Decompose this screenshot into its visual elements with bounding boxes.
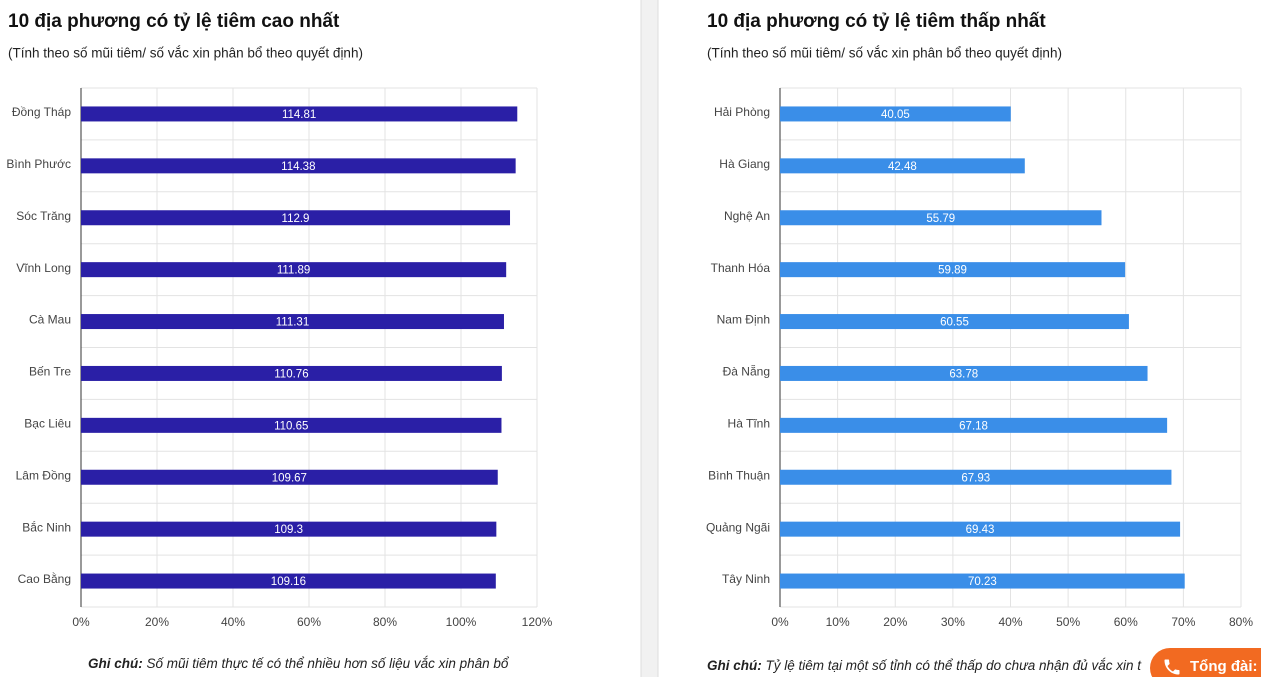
- bar: [81, 521, 497, 537]
- chart-title: 10 địa phương có tỷ lệ tiêm cao nhất: [8, 11, 340, 32]
- x-tick-label: 100%: [446, 615, 477, 629]
- bar: [780, 158, 1025, 174]
- value-label: 111.31: [276, 317, 309, 329]
- y-tick-label: Hà Tĩnh: [728, 417, 770, 431]
- y-tick-label: Nam Định: [717, 313, 770, 327]
- bar: [81, 158, 516, 174]
- x-tick-label: 0%: [771, 615, 789, 629]
- value-label: 69.43: [966, 524, 995, 536]
- y-tick-label: Nghệ An: [724, 209, 770, 223]
- bar: [780, 417, 1168, 433]
- value-label: 111.89: [277, 265, 310, 277]
- y-tick-label: Bến Tre: [29, 365, 71, 379]
- value-label: 109.67: [272, 472, 307, 484]
- x-tick-label: 20%: [145, 615, 169, 629]
- value-label: 60.55: [940, 317, 969, 329]
- bar: [780, 521, 1181, 537]
- value-label: 59.89: [938, 265, 967, 277]
- chart-title: 10 địa phương có tỷ lệ tiêm thấp nhất: [707, 11, 1046, 32]
- y-tick-label: Bình Phước: [6, 157, 71, 171]
- y-tick-label: Cà Mau: [29, 313, 71, 327]
- x-tick-label: 0%: [72, 615, 90, 629]
- value-label: 110.65: [274, 420, 308, 432]
- bar: [81, 417, 502, 433]
- bar: [81, 469, 498, 485]
- value-label: 114.38: [281, 161, 315, 173]
- bar: [780, 469, 1172, 485]
- bar: [780, 106, 1011, 122]
- chart-subtitle: (Tính theo số mũi tiêm/ số vắc xin phân …: [707, 46, 1062, 61]
- value-label: 114.81: [282, 109, 316, 121]
- x-tick-label: 60%: [1114, 615, 1138, 629]
- x-tick-label: 80%: [373, 615, 397, 629]
- value-label: 63.78: [949, 368, 978, 380]
- y-tick-label: Bình Thuận: [708, 468, 770, 482]
- value-label: 67.18: [959, 420, 988, 432]
- x-tick-label: 30%: [941, 615, 965, 629]
- bar: [81, 314, 504, 330]
- bar: [81, 106, 518, 122]
- y-tick-label: Hải Phòng: [714, 105, 770, 119]
- x-tick-label: 50%: [1056, 615, 1080, 629]
- y-tick-label: Sóc Trăng: [16, 209, 71, 223]
- phone-icon: [1164, 659, 1180, 675]
- note-label: Ghi chú:: [707, 658, 762, 673]
- value-label: 55.79: [926, 213, 955, 225]
- panel-divider: [641, 0, 658, 677]
- y-tick-label: Bạc Liêu: [24, 417, 71, 431]
- y-tick-label: Cao Bằng: [18, 571, 71, 586]
- value-label: 40.05: [881, 109, 910, 121]
- hotline-button[interactable]: Tổng đài: 1: [1150, 648, 1261, 677]
- value-label: 70.23: [968, 576, 997, 588]
- bar: [780, 210, 1102, 226]
- chart-subtitle: (Tính theo số mũi tiêm/ số vắc xin phân …: [8, 46, 363, 61]
- bar: [81, 210, 511, 226]
- y-tick-label: Hà Giang: [719, 157, 770, 171]
- x-tick-label: 80%: [1229, 615, 1253, 629]
- value-label: 112.9: [282, 213, 310, 225]
- x-tick-label: 10%: [826, 615, 850, 629]
- y-tick-label: Đà Nẵng: [723, 364, 770, 379]
- note: Ghi chú: Tỷ lệ tiêm tại một số tỉnh có t…: [707, 658, 1142, 673]
- x-tick-label: 40%: [998, 615, 1022, 629]
- y-tick-label: Vĩnh Long: [16, 261, 71, 275]
- x-tick-label: 20%: [883, 615, 907, 629]
- value-label: 67.93: [961, 472, 990, 484]
- hotline-text: Tổng đài: 1: [1190, 658, 1261, 675]
- note-text: Số mũi tiêm thực tế có thể nhiều hơn số …: [147, 656, 510, 671]
- bar: [81, 262, 507, 278]
- note-label: Ghi chú:: [88, 656, 143, 671]
- bar: [780, 365, 1148, 381]
- value-label: 42.48: [888, 161, 917, 173]
- value-label: 110.76: [274, 368, 308, 380]
- bar: [780, 314, 1129, 330]
- y-tick-label: Thanh Hóa: [711, 261, 771, 275]
- y-tick-label: Đồng Tháp: [12, 105, 71, 119]
- x-tick-label: 120%: [522, 615, 553, 629]
- bar: [780, 573, 1185, 589]
- y-tick-label: Bắc Ninh: [22, 519, 71, 534]
- y-tick-label: Tây Ninh: [722, 572, 770, 586]
- x-tick-label: 40%: [221, 615, 245, 629]
- note-text: Tỷ lệ tiêm tại một số tỉnh có thể thấp d…: [766, 658, 1143, 673]
- x-tick-label: 70%: [1171, 615, 1195, 629]
- value-label: 109.3: [274, 524, 303, 536]
- x-tick-label: 60%: [297, 615, 321, 629]
- note: Ghi chú: Số mũi tiêm thực tế có thể nhiề…: [88, 656, 510, 671]
- bar: [81, 365, 502, 381]
- y-tick-label: Lâm Đồng: [16, 468, 71, 482]
- bar: [780, 262, 1126, 278]
- bar: [81, 573, 496, 589]
- value-label: 109.16: [271, 576, 306, 588]
- y-tick-label: Quảng Ngãi: [706, 520, 770, 534]
